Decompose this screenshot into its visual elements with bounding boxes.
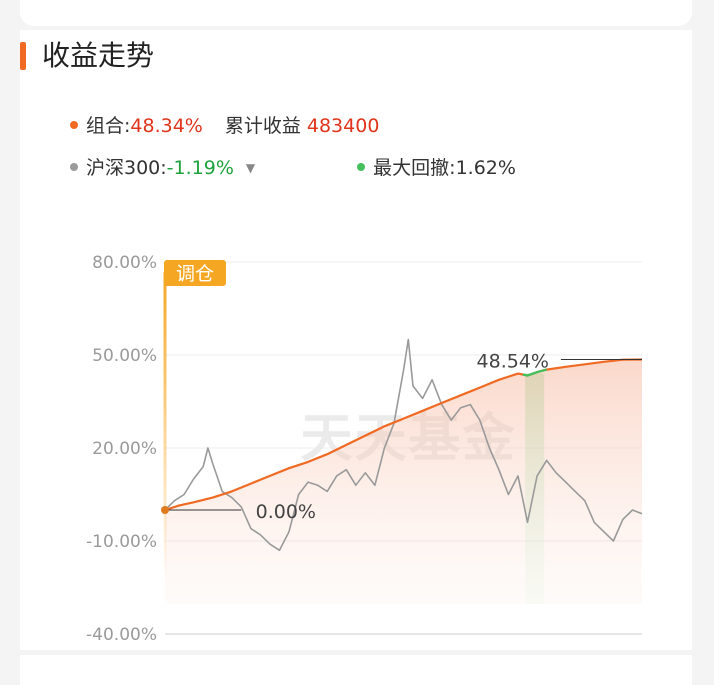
portfolio-value: 48.34% — [130, 115, 203, 137]
return-trend-card: 收益走势 组合:48.34% 累计收益 483400 沪深300:-1.19% ▼ 最… — [20, 30, 692, 650]
y-tick-label: -10.00% — [86, 532, 157, 552]
max-label: 48.54% — [477, 351, 549, 373]
start-point — [161, 506, 169, 514]
drawdown-line — [522, 368, 547, 377]
cumulative-value: 483400 — [306, 115, 380, 137]
portfolio-label: 组合: — [86, 115, 131, 137]
drawdown-legend: 最大回撤:1.62% — [357, 156, 516, 180]
y-tick-label: 50.00% — [92, 346, 157, 366]
top-card — [20, 0, 692, 26]
bottom-card — [20, 655, 692, 685]
title-accent-bar — [20, 42, 26, 70]
drawdown-value: 1.62% — [455, 157, 516, 179]
benchmark-dot-icon — [70, 162, 78, 171]
axis-layer: 80.00%50.00%20.00%-10.00%-40.00%2017-06-… — [86, 253, 157, 640]
y-tick-label: 20.00% — [92, 439, 157, 459]
drawdown-dot-icon — [357, 162, 366, 171]
portfolio-line — [164, 358, 643, 512]
benchmark-toggle[interactable]: 沪深300:-1.19% ▼ — [70, 156, 255, 182]
legend-row-portfolio: 组合:48.34% 累计收益 483400 — [70, 114, 379, 138]
portfolio-area — [165, 359, 642, 604]
y-tick-label: -40.00% — [86, 625, 157, 640]
annotation-layer: 调仓 0.00% 48.54% — [161, 260, 642, 580]
benchmark-value: -1.19% — [166, 157, 234, 179]
rebalance-line — [163, 272, 167, 580]
portfolio-dot-icon — [70, 120, 78, 129]
drawdown-label: 最大回撤: — [373, 157, 456, 179]
legend-row-benchmark: 沪深300:-1.19% ▼ 最大回撤:1.62% — [70, 156, 516, 182]
area-layer: 天天基金 — [165, 359, 642, 604]
start-label: 0.00% — [256, 501, 316, 523]
section-title: 收益走势 — [42, 39, 155, 72]
rebalance-badge — [164, 260, 226, 286]
cumulative-label: 累计收益 — [224, 115, 301, 137]
y-tick-label: 80.00% — [92, 253, 157, 273]
benchmark-label: 沪深300: — [86, 157, 167, 179]
return-trend-chart[interactable]: 天天基金 调仓 0.00% 48.54% 80.00% 50.00% 20.00% -10… — [20, 220, 692, 640]
benchmark-line — [164, 338, 643, 552]
dropdown-caret-icon[interactable]: ▼ — [245, 161, 256, 175]
rebalance-label: 调仓 — [176, 263, 214, 285]
line-layer — [164, 338, 643, 552]
